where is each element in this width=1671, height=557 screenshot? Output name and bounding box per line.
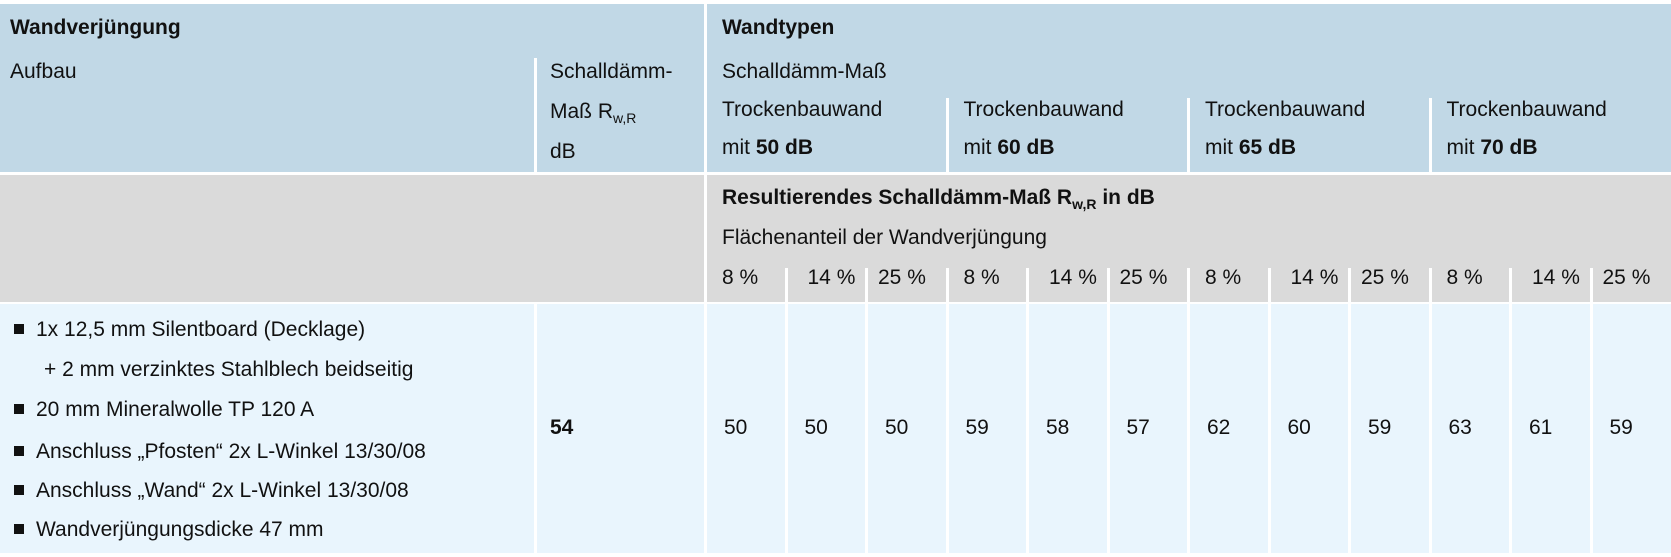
percent-header: 8 % <box>1446 266 1483 289</box>
section-title-wandverjuengung: Wandverjüngung <box>10 16 181 39</box>
rw-value: 54 <box>550 416 574 439</box>
aufbau-text: 1x 12,5 mm Silentboard (Decklage) <box>36 318 366 341</box>
value-cell: 58 <box>1046 416 1070 439</box>
column-divider <box>1589 268 1593 302</box>
percent-header: 14 % <box>1532 266 1580 289</box>
row-divider <box>0 172 1671 175</box>
value-cell: 62 <box>1207 416 1231 439</box>
column-divider <box>784 268 788 302</box>
column-divider <box>1187 304 1190 553</box>
column-divider <box>784 304 788 553</box>
rw-line3: dB <box>550 140 576 163</box>
wall-type-label: Trockenbauwand <box>1446 98 1607 121</box>
section-title-wandtypen: Wandtypen <box>722 16 835 39</box>
column-divider <box>1026 268 1029 302</box>
column-divider <box>1428 268 1432 302</box>
aufbau-item: Anschluss „Wand“ 2x L-Winkel 13/30/08 <box>14 479 409 503</box>
wall-type-label: Trockenbauwand <box>722 98 883 121</box>
rw-line1: Schalldämm- <box>550 60 673 83</box>
column-divider <box>534 58 537 172</box>
column-divider <box>1267 304 1271 553</box>
aufbau-item: + 2 mm verzinktes Stahlblech beidseitig <box>44 358 413 382</box>
column-divider <box>704 4 707 553</box>
bullet-icon <box>14 446 24 456</box>
value-cell: 60 <box>1287 416 1311 439</box>
percent-header: 8 % <box>963 266 1000 289</box>
bullet-icon <box>14 404 24 414</box>
wall-type-value: mit 60 dB <box>963 136 1055 159</box>
column-divider <box>945 304 949 553</box>
result-subtitle: Flächenanteil der Wandverjüngung <box>722 226 1047 249</box>
column-divider <box>1026 304 1029 553</box>
column-divider <box>945 98 949 172</box>
value-cell: 61 <box>1529 416 1553 439</box>
percent-header: 8 % <box>722 266 759 289</box>
wall-type-label: Trockenbauwand <box>963 98 1124 121</box>
column-divider <box>865 304 868 553</box>
column-divider <box>1187 268 1190 302</box>
aufbau-item: Anschluss „Pfosten“ 2x L-Winkel 13/30/08 <box>14 440 426 464</box>
percent-header: 25 % <box>878 266 926 289</box>
column-header-aufbau: Aufbau <box>10 60 77 83</box>
column-divider <box>534 304 537 553</box>
column-divider <box>1106 268 1110 302</box>
percent-header: 14 % <box>1290 266 1339 289</box>
column-divider <box>1509 304 1512 553</box>
wall-type-header: Trockenbauwand mit 65 dB <box>1205 98 1365 160</box>
wandtypen-subtitle: Schalldämm-Maß <box>722 60 887 83</box>
header-background <box>0 4 1671 172</box>
wall-type-label: Trockenbauwand <box>1205 98 1366 121</box>
percent-header: 8 % <box>1205 266 1242 289</box>
result-title: Resultierendes Schalldämm-Maß Rw,R in dB <box>722 186 1155 212</box>
wall-type-value: mit 65 dB <box>1205 136 1297 159</box>
bullet-icon <box>14 324 24 334</box>
percent-header: 25 % <box>1602 266 1651 289</box>
aufbau-item: 1x 12,5 mm Silentboard (Decklage) <box>14 318 365 342</box>
body-background <box>0 304 1671 553</box>
aufbau-text: + 2 mm verzinktes Stahlblech beidseitig <box>44 358 414 381</box>
wall-type-value: mit 50 dB <box>722 136 814 159</box>
wall-type-header: Trockenbauwand mit 60 dB <box>964 98 1124 160</box>
value-cell: 57 <box>1126 416 1150 439</box>
wall-type-header: Trockenbauwand mit 70 dB <box>1447 98 1607 160</box>
column-divider <box>1267 268 1271 302</box>
value-cell: 59 <box>1368 416 1392 439</box>
column-divider <box>1106 304 1110 553</box>
column-divider <box>1428 98 1432 172</box>
value-cell: 63 <box>1448 416 1472 439</box>
aufbau-text: 20 mm Mineralwolle TP 120 A <box>36 398 315 421</box>
value-cell: 59 <box>965 416 989 439</box>
wall-type-header: Trockenbauwand mit 50 dB <box>722 98 882 160</box>
column-divider <box>1428 304 1432 553</box>
aufbau-text: Wandverjüngungsdicke 47 mm <box>36 518 324 541</box>
aufbau-text: Anschluss „Wand“ 2x L-Winkel 13/30/08 <box>36 479 409 502</box>
rw-line2: Maß Rw,R <box>550 100 637 126</box>
percent-header: 25 % <box>1119 266 1168 289</box>
result-header-background <box>0 175 1671 302</box>
column-divider <box>1509 268 1512 302</box>
wall-type-value: mit 70 dB <box>1446 136 1538 159</box>
column-divider <box>1589 304 1593 553</box>
column-divider <box>1348 304 1351 553</box>
column-divider <box>945 268 949 302</box>
aufbau-text: Anschluss „Pfosten“ 2x L-Winkel 13/30/08 <box>36 440 426 463</box>
column-divider <box>865 268 868 302</box>
bullet-icon <box>14 524 24 534</box>
column-divider <box>1187 98 1190 172</box>
column-header-rw: Schalldämm- Maß Rw,R dB <box>550 60 673 164</box>
value-cell: 50 <box>724 416 748 439</box>
bullet-icon <box>14 485 24 495</box>
value-cell: 59 <box>1609 416 1633 439</box>
aufbau-item: 20 mm Mineralwolle TP 120 A <box>14 398 314 422</box>
percent-header: 25 % <box>1361 266 1409 289</box>
aufbau-item: Wandverjüngungsdicke 47 mm <box>14 518 324 542</box>
row-divider <box>0 302 1671 304</box>
value-cell: 50 <box>885 416 909 439</box>
percent-header: 14 % <box>807 266 856 289</box>
value-cell: 50 <box>804 416 828 439</box>
percent-header: 14 % <box>1049 266 1097 289</box>
column-divider <box>1348 268 1351 302</box>
